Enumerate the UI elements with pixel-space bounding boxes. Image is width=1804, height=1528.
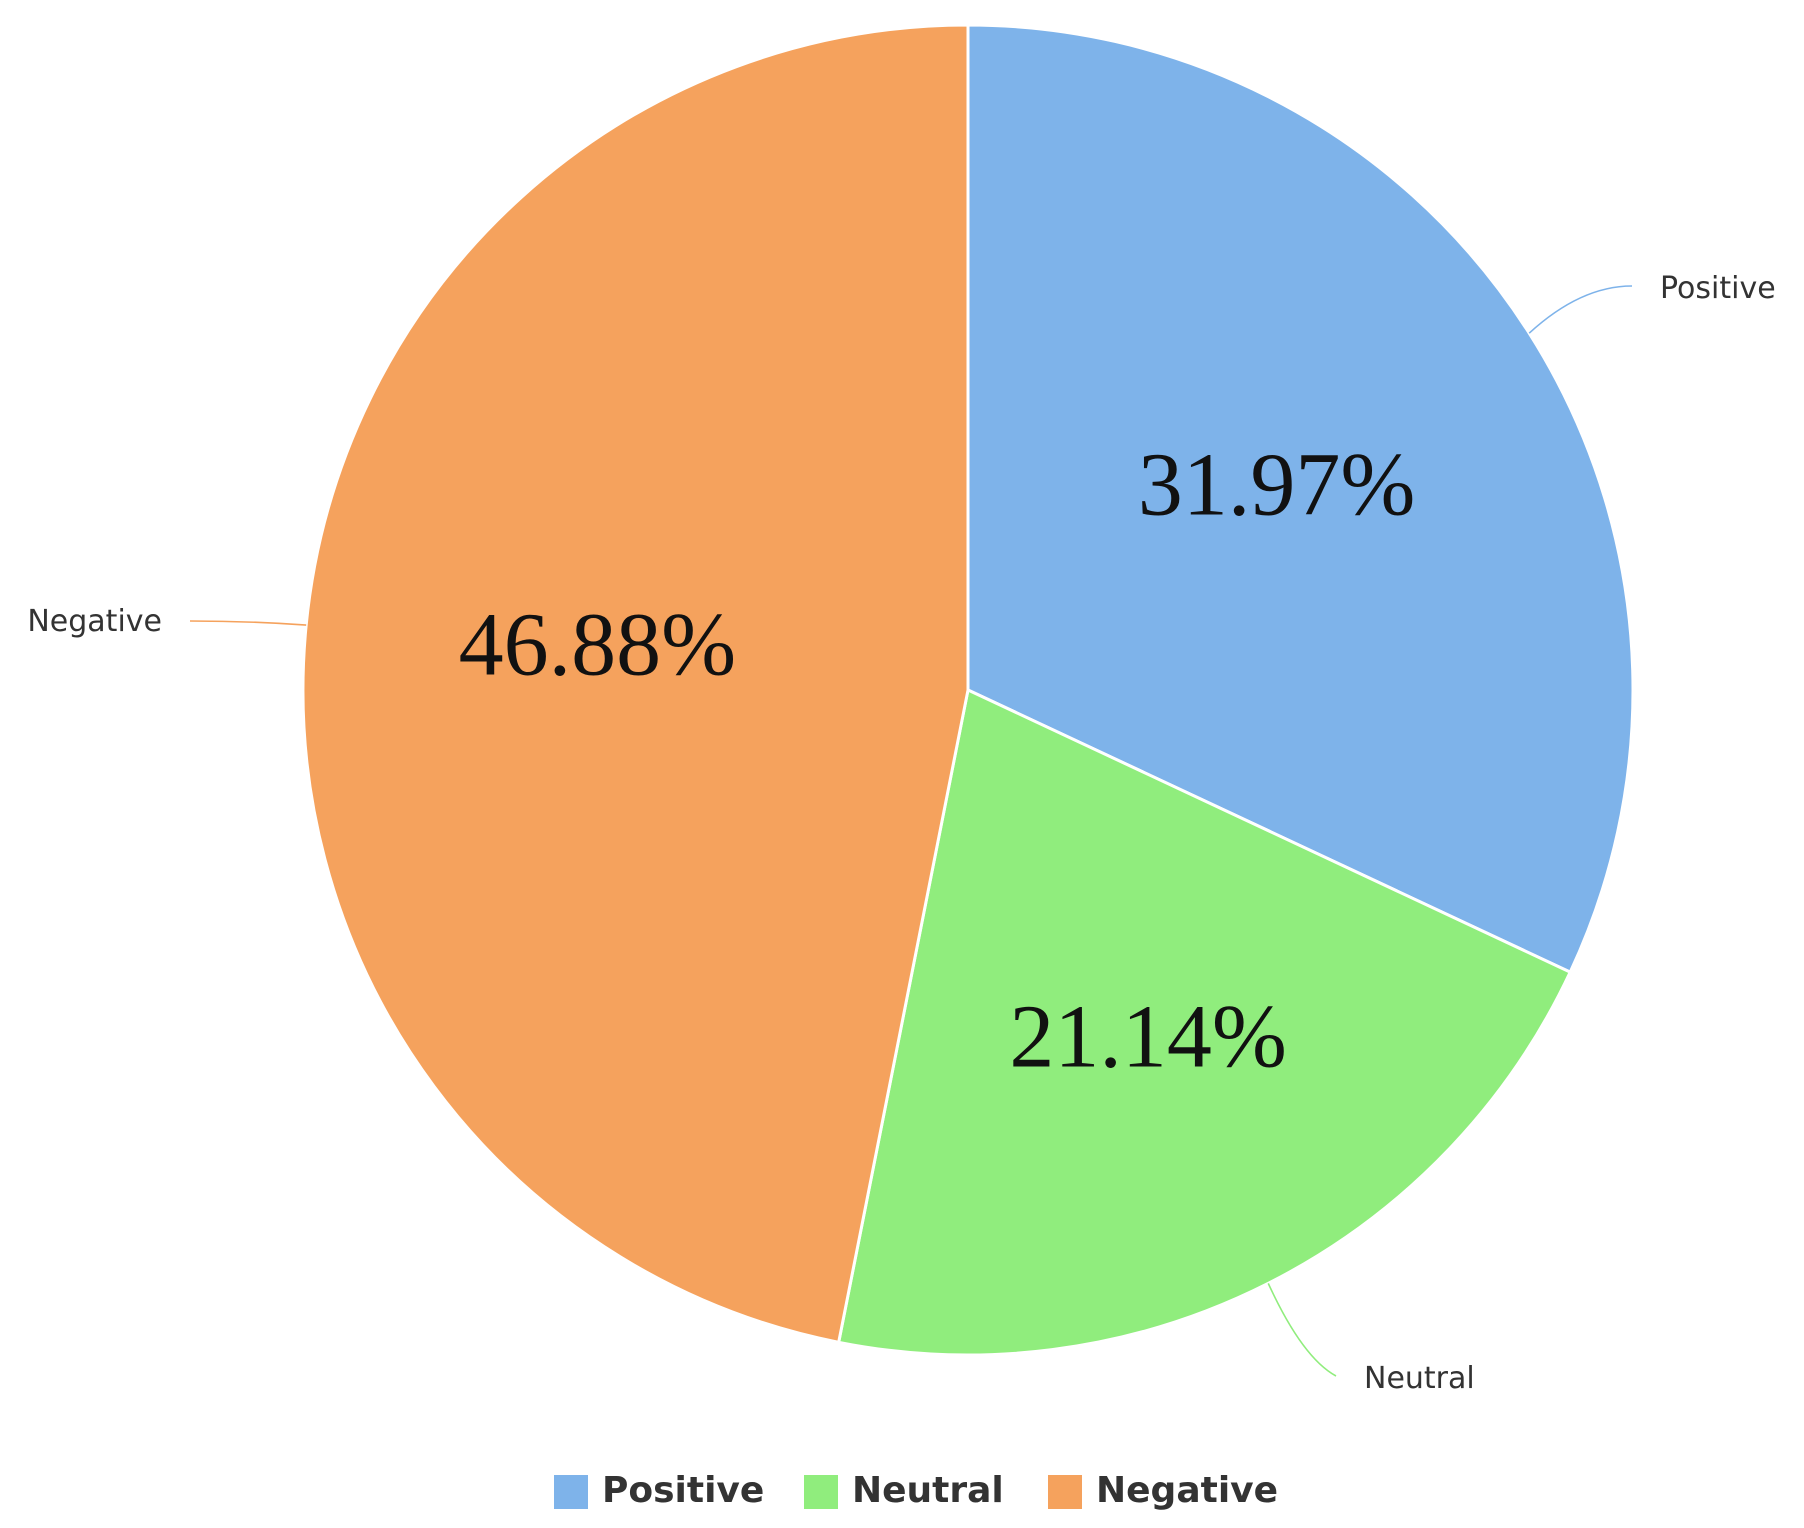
legend-swatch-neutral	[804, 1475, 838, 1509]
legend-label-positive: Positive	[602, 1470, 764, 1511]
category-callouts: Positive Neutral Negative	[27, 271, 1775, 1396]
legend-label-negative: Negative	[1096, 1470, 1278, 1511]
callout-label-negative: Negative	[27, 604, 162, 639]
pct-label-positive: 31.97%	[1138, 435, 1415, 534]
legend-item-positive[interactable]: Positive	[554, 1470, 764, 1511]
legend-item-negative[interactable]: Negative	[1048, 1470, 1278, 1511]
slice-positive[interactable]	[966, 23, 1635, 975]
legend-item-neutral[interactable]: Neutral	[804, 1470, 1004, 1511]
legend: Positive Neutral Negative	[554, 1470, 1278, 1511]
leader-line-positive	[1528, 285, 1633, 334]
legend-label-neutral: Neutral	[852, 1470, 1004, 1511]
callout-label-positive: Positive	[1660, 271, 1776, 306]
pct-label-negative: 46.88%	[459, 595, 736, 694]
legend-swatch-positive	[554, 1475, 588, 1509]
legend-swatch-negative	[1048, 1475, 1082, 1509]
percentage-labels: 31.97% 21.14% 46.88%	[459, 435, 1416, 1086]
leader-line-neutral	[1267, 1283, 1337, 1377]
callout-leaders	[189, 285, 1633, 1377]
pie-slices	[301, 23, 1635, 1357]
leader-line-negative	[189, 620, 307, 626]
callout-label-neutral: Neutral	[1364, 1361, 1475, 1396]
pct-label-neutral: 21.14%	[1009, 988, 1286, 1087]
slice-negative[interactable]	[301, 23, 970, 1345]
